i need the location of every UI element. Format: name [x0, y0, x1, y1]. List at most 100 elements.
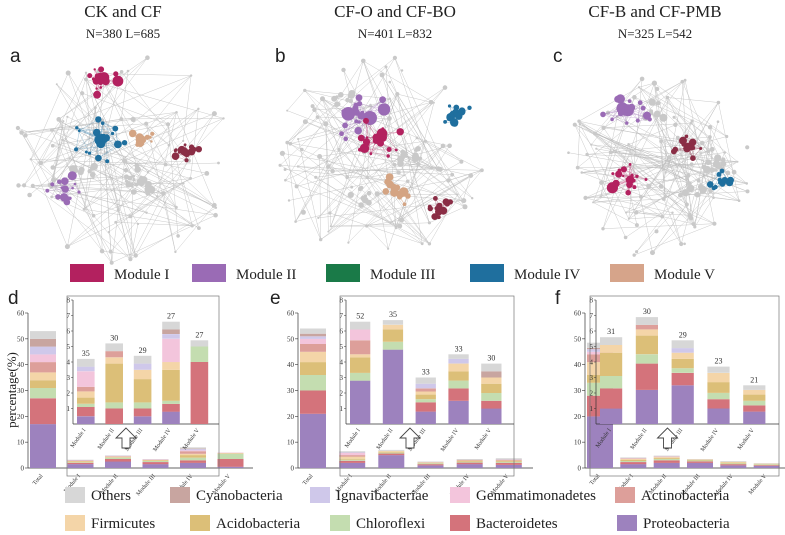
cluster-edge — [79, 119, 99, 131]
cluster-node — [372, 133, 380, 141]
network-edge — [163, 193, 176, 252]
network-edge — [389, 81, 426, 142]
network-edge — [312, 105, 419, 165]
network-node — [716, 100, 721, 105]
bar-segment-main — [687, 460, 713, 462]
bar-segment-inset — [162, 403, 180, 412]
network-node — [427, 242, 432, 246]
bar-segment-inset — [350, 380, 371, 424]
cluster-node — [679, 136, 687, 145]
cluster-node — [382, 188, 390, 195]
bar-segment-inset — [743, 389, 766, 395]
y-tick-label-main: 0 — [578, 465, 582, 473]
network-edge — [280, 165, 299, 167]
network-edge — [638, 87, 711, 138]
network-node — [709, 167, 715, 173]
network-node — [300, 147, 304, 152]
network-node — [217, 161, 220, 165]
bar-segment-main — [217, 453, 244, 454]
network-node — [689, 162, 694, 167]
bar-segment-inset — [382, 341, 404, 350]
network-node — [583, 195, 588, 200]
bar-segment-main — [339, 458, 366, 460]
network-edge — [176, 112, 217, 208]
network-edge — [638, 87, 690, 183]
y-tick-label-inset: 7 — [590, 312, 594, 320]
bar-segment-main — [620, 461, 647, 462]
network-edge — [634, 223, 715, 256]
network-edge — [190, 108, 199, 179]
network-edge — [628, 196, 666, 220]
network-node — [697, 184, 704, 190]
network-edge — [121, 118, 138, 166]
network-edge — [285, 60, 364, 181]
network-edge — [121, 118, 224, 120]
taxa-legend-swatch — [170, 487, 190, 503]
cluster-node — [379, 96, 386, 104]
network-edge — [130, 223, 139, 260]
network-node — [212, 202, 217, 208]
bar-segment-inset — [105, 351, 123, 358]
bar-segment-main — [620, 464, 647, 468]
network-node — [56, 117, 62, 122]
network-node — [667, 155, 672, 160]
network-node — [90, 162, 98, 170]
y-tick-label-inset: 1 — [67, 405, 71, 413]
network-node — [649, 111, 654, 116]
network-node — [401, 151, 408, 157]
network-node — [122, 158, 128, 164]
network-edge — [607, 82, 655, 113]
x-tick-label-main: Total — [32, 473, 45, 486]
network-cluster-b-IV — [443, 104, 472, 127]
cluster-node — [57, 179, 62, 185]
network-node — [675, 135, 680, 140]
network-node — [397, 223, 403, 229]
cluster-node — [439, 206, 448, 215]
network-edge — [315, 177, 423, 244]
y-tick-label-inset: 7 — [340, 312, 344, 320]
network-node — [222, 117, 225, 120]
bar-segment-inset — [481, 400, 502, 409]
network-edge — [56, 84, 139, 225]
cluster-node — [706, 181, 714, 188]
network-edge — [654, 82, 727, 137]
cluster-node — [628, 163, 632, 166]
y-tick-label-inset: 8 — [67, 297, 71, 305]
network-grey-nodes-c — [567, 76, 750, 257]
network-node — [731, 169, 737, 175]
inset-frame — [339, 295, 515, 477]
network-edge — [667, 97, 719, 103]
network-node — [341, 67, 346, 73]
cluster-node — [458, 108, 466, 116]
network-node — [204, 171, 210, 176]
cluster-node — [719, 168, 725, 174]
network-edge — [581, 166, 625, 173]
network-edge — [617, 116, 711, 192]
network-node — [124, 179, 129, 183]
network-edge — [387, 102, 432, 136]
network-edge — [610, 124, 676, 153]
bar-segment-main — [180, 450, 206, 452]
cluster-node — [716, 172, 722, 177]
bar-segment-inset — [415, 377, 436, 384]
network-node — [415, 136, 419, 140]
x-tick-label-inset: Module IV — [700, 427, 720, 453]
panel-title-b: CF-O and CF-BO — [334, 2, 456, 21]
bar-segment-main — [720, 461, 747, 462]
taxa-legend-label: Gemmatimonadetes — [476, 488, 596, 504]
network-edge — [102, 120, 136, 256]
bar-segment-main — [30, 346, 56, 355]
network-edge — [175, 205, 215, 253]
inset-count-label: 29 — [139, 346, 147, 355]
y-tick-label-inset: 4 — [67, 359, 71, 367]
network-node — [16, 183, 21, 188]
network-node — [685, 177, 689, 181]
network-edge — [111, 215, 216, 263]
network-edges-b — [279, 57, 483, 249]
network-edge — [130, 193, 164, 260]
network-edge — [603, 123, 692, 128]
y-tick-label-inset: 1 — [590, 405, 594, 413]
network-edge — [130, 113, 215, 217]
bar-segment-inset — [162, 400, 180, 404]
bar-segment-main — [456, 461, 483, 462]
